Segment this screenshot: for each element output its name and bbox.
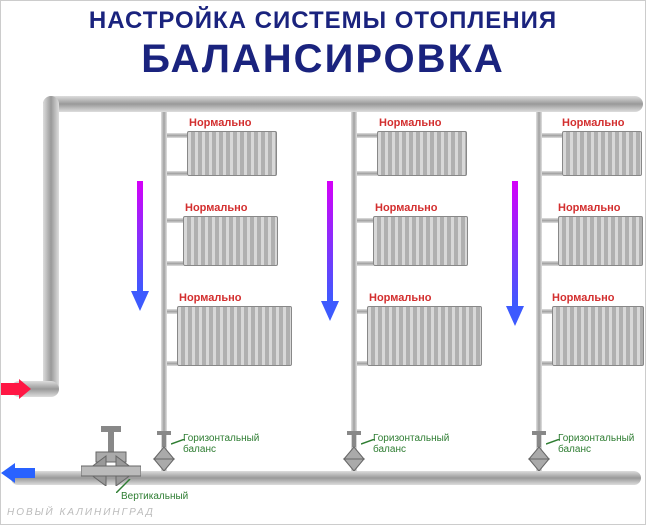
norm-3-1: Нормально (562, 117, 624, 129)
flow-arrow-1 (131, 181, 149, 311)
diagram-canvas: НАСТРОЙКА СИСТЕМЫ ОТОПЛЕНИЯ БАЛАНСИРОВКА… (0, 0, 646, 525)
watermark: новый калининград (7, 507, 155, 518)
hbal-1: Горизонтальный баланс (183, 433, 259, 455)
conn-2-1-top (357, 133, 377, 138)
riser-2 (351, 112, 357, 471)
norm-2-3: Нормально (369, 292, 431, 304)
norm-2-2: Нормально (375, 202, 437, 214)
norm-2-1: Нормально (379, 117, 441, 129)
conn-2-3-bot (357, 361, 367, 366)
conn-3-3-top (542, 309, 552, 314)
riser-valve-1 (149, 431, 179, 471)
vbal-pointer (116, 479, 134, 493)
hbal-ptr-2 (361, 439, 375, 449)
conn-3-2-bot (542, 261, 558, 266)
hbal-2-text: Горизонтальный баланс (373, 433, 449, 455)
radiator-3-3 (552, 306, 644, 366)
radiator-2-2 (373, 216, 468, 266)
radiator-2-3 (367, 306, 482, 366)
radiator-1-1 (187, 131, 277, 176)
hbal-ptr-3 (546, 439, 560, 449)
radiator-1-3b (177, 306, 292, 366)
hbal-1-text: Горизонтальный баланс (183, 433, 259, 455)
supply-pipe-vertical (43, 96, 59, 396)
hbal-2: Горизонтальный баланс (373, 433, 449, 455)
radiator-3-2 (558, 216, 643, 266)
flow-arrow-2 (321, 181, 339, 321)
riser-valve-3 (524, 431, 554, 471)
title-line-2: БАЛАНСИРОВКА (1, 37, 645, 82)
conn-1-2-top (167, 218, 183, 223)
conn-3-2-top (542, 218, 558, 223)
flow-arrow-3 (506, 181, 524, 326)
riser-1 (161, 112, 167, 471)
riser-3 (536, 112, 542, 471)
supply-pipe-horizontal (43, 96, 643, 112)
conn-2-1-bot (357, 171, 377, 176)
conn-2-3-top (357, 309, 367, 314)
outlet-arrow (1, 463, 35, 483)
inlet-arrow (1, 379, 31, 399)
conn-1-1-top (167, 133, 187, 138)
radiator-3-1 (562, 131, 642, 176)
norm-1-2: Нормально (185, 202, 247, 214)
conn-1-1-bot (167, 171, 187, 176)
riser-valve-2 (339, 431, 369, 471)
conn-1-3-top (167, 309, 177, 314)
conn-3-1-top (542, 133, 562, 138)
conn-1-3-bot (167, 361, 177, 366)
hbal-ptr-1 (171, 439, 185, 449)
hbal-3-text: Горизонтальный баланс (558, 433, 634, 455)
hbal-3: Горизонтальный баланс (558, 433, 634, 455)
conn-1-2-bot (167, 261, 183, 266)
conn-2-2-bot (357, 261, 373, 266)
conn-3-1-bot (542, 171, 562, 176)
main-valve (81, 426, 141, 486)
norm-1-3: Нормально (179, 292, 241, 304)
conn-2-2-top (357, 218, 373, 223)
radiator-2-1 (377, 131, 467, 176)
radiator-1-2 (183, 216, 278, 266)
norm-1-1: Нормально (189, 117, 251, 129)
norm-3-2: Нормально (558, 202, 620, 214)
conn-3-3-bot (542, 361, 552, 366)
norm-3-3: Нормально (552, 292, 614, 304)
title-line-1: НАСТРОЙКА СИСТЕМЫ ОТОПЛЕНИЯ (1, 7, 645, 35)
